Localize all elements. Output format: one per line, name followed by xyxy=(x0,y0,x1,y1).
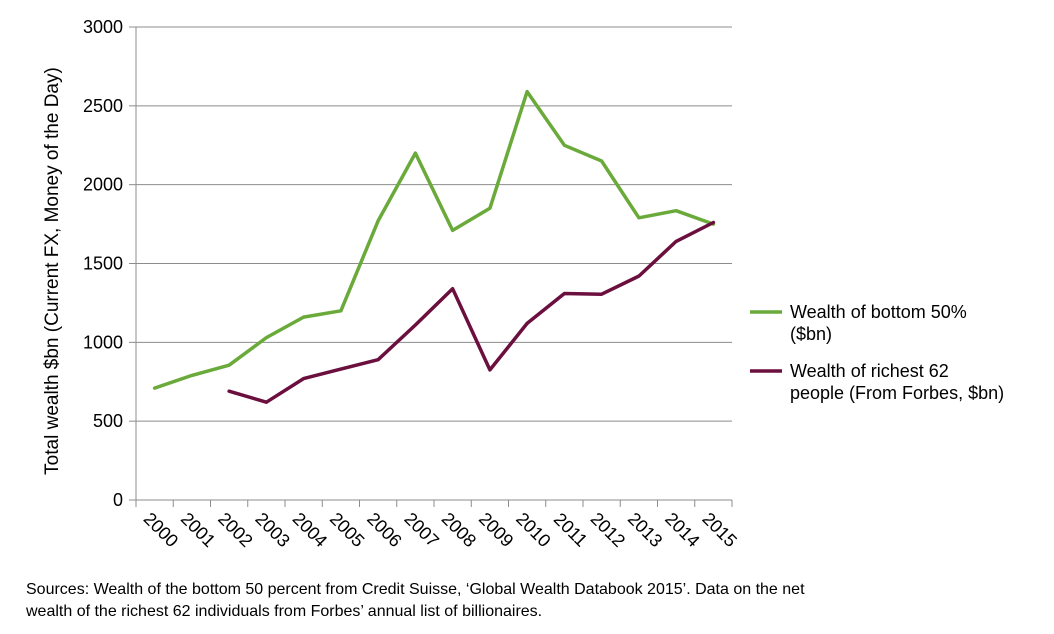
y-tick-label-1000: 1000 xyxy=(83,332,123,352)
y-tick-label-2000: 2000 xyxy=(83,175,123,195)
sources-note: Sources: Wealth of the bottom 50 percent… xyxy=(26,579,1006,623)
x-tick-label-2004: 2004 xyxy=(289,509,331,551)
series-line-richest-62 xyxy=(227,220,716,404)
y-axis-ticks: 0 500 1000 1500 2000 2500 3000 xyxy=(83,17,136,510)
y-axis-title: Total wealth $bn (Current FX, Money of t… xyxy=(42,67,63,475)
legend-label-richest-62-line-2: people (From Forbes, $bn) xyxy=(790,383,1004,403)
x-tick-label-2014: 2014 xyxy=(661,509,703,551)
x-tick-label-2008: 2008 xyxy=(438,509,480,551)
legend-label-bottom-50-line-2: ($bn) xyxy=(790,324,832,344)
x-tick-label-2011: 2011 xyxy=(550,509,592,551)
x-tick-label-2005: 2005 xyxy=(326,509,368,551)
y-tick-label-0: 0 xyxy=(113,490,123,510)
y-tick-label-3000: 3000 xyxy=(83,17,123,37)
legend: Wealth of bottom 50%($bn) Wealth of riche… xyxy=(750,302,1004,403)
legend-label-bottom-50-line-1: Wealth of bottom 50% xyxy=(790,302,967,322)
x-tick-label-2003: 2003 xyxy=(251,509,293,551)
x-tick-label-2006: 2006 xyxy=(363,509,405,551)
x-tick-label-2010: 2010 xyxy=(512,509,554,551)
x-tick-label-2007: 2007 xyxy=(400,509,442,551)
y-tick-label-1500: 1500 xyxy=(83,254,123,274)
y-tick-label-2500: 2500 xyxy=(83,96,123,116)
x-tick-label-2002: 2002 xyxy=(214,509,256,551)
sources-line-2: wealth of the richest 62 individuals fro… xyxy=(26,603,543,620)
gridlines xyxy=(136,26,732,422)
series-line-bottom-50 xyxy=(152,89,716,390)
y-tick-label-500: 500 xyxy=(93,411,123,431)
legend-label-richest-62-line-1: Wealth of richest 62 xyxy=(790,361,949,381)
x-tick-label-2015: 2015 xyxy=(698,509,740,551)
x-tick-label-2009: 2009 xyxy=(475,509,517,551)
x-tick-label-2012: 2012 xyxy=(587,509,629,551)
series-lines xyxy=(152,89,716,404)
x-tick-label-2001: 2001 xyxy=(177,509,219,551)
x-tick-label-2000: 2000 xyxy=(140,509,182,551)
x-tick-label-2013: 2013 xyxy=(624,509,666,551)
sources-line-1: Sources: Wealth of the bottom 50 percent… xyxy=(26,581,805,598)
